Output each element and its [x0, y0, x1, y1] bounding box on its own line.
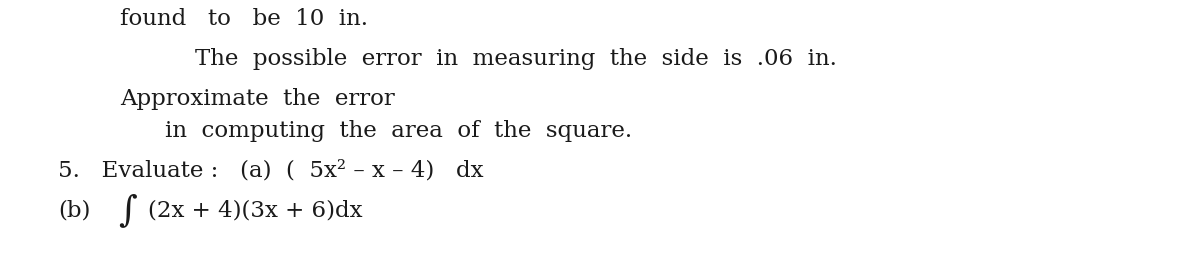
Text: in  computing  the  area  of  the  square.: in computing the area of the square. [166, 120, 632, 142]
Text: 5.   Evaluate :   (a)  (  5x² – x – 4)   dx: 5. Evaluate : (a) ( 5x² – x – 4) dx [58, 160, 484, 182]
Text: The  possible  error  in  measuring  the  side  is  .06  in.: The possible error in measuring the side… [194, 48, 836, 70]
Text: (b): (b) [58, 200, 90, 222]
Text: Approximate  the  error: Approximate the error [120, 88, 395, 110]
Text: ∫: ∫ [118, 193, 137, 227]
Text: (2x + 4)(3x + 6)dx: (2x + 4)(3x + 6)dx [148, 200, 362, 222]
Text: found   to   be  10  in.: found to be 10 in. [120, 8, 368, 30]
